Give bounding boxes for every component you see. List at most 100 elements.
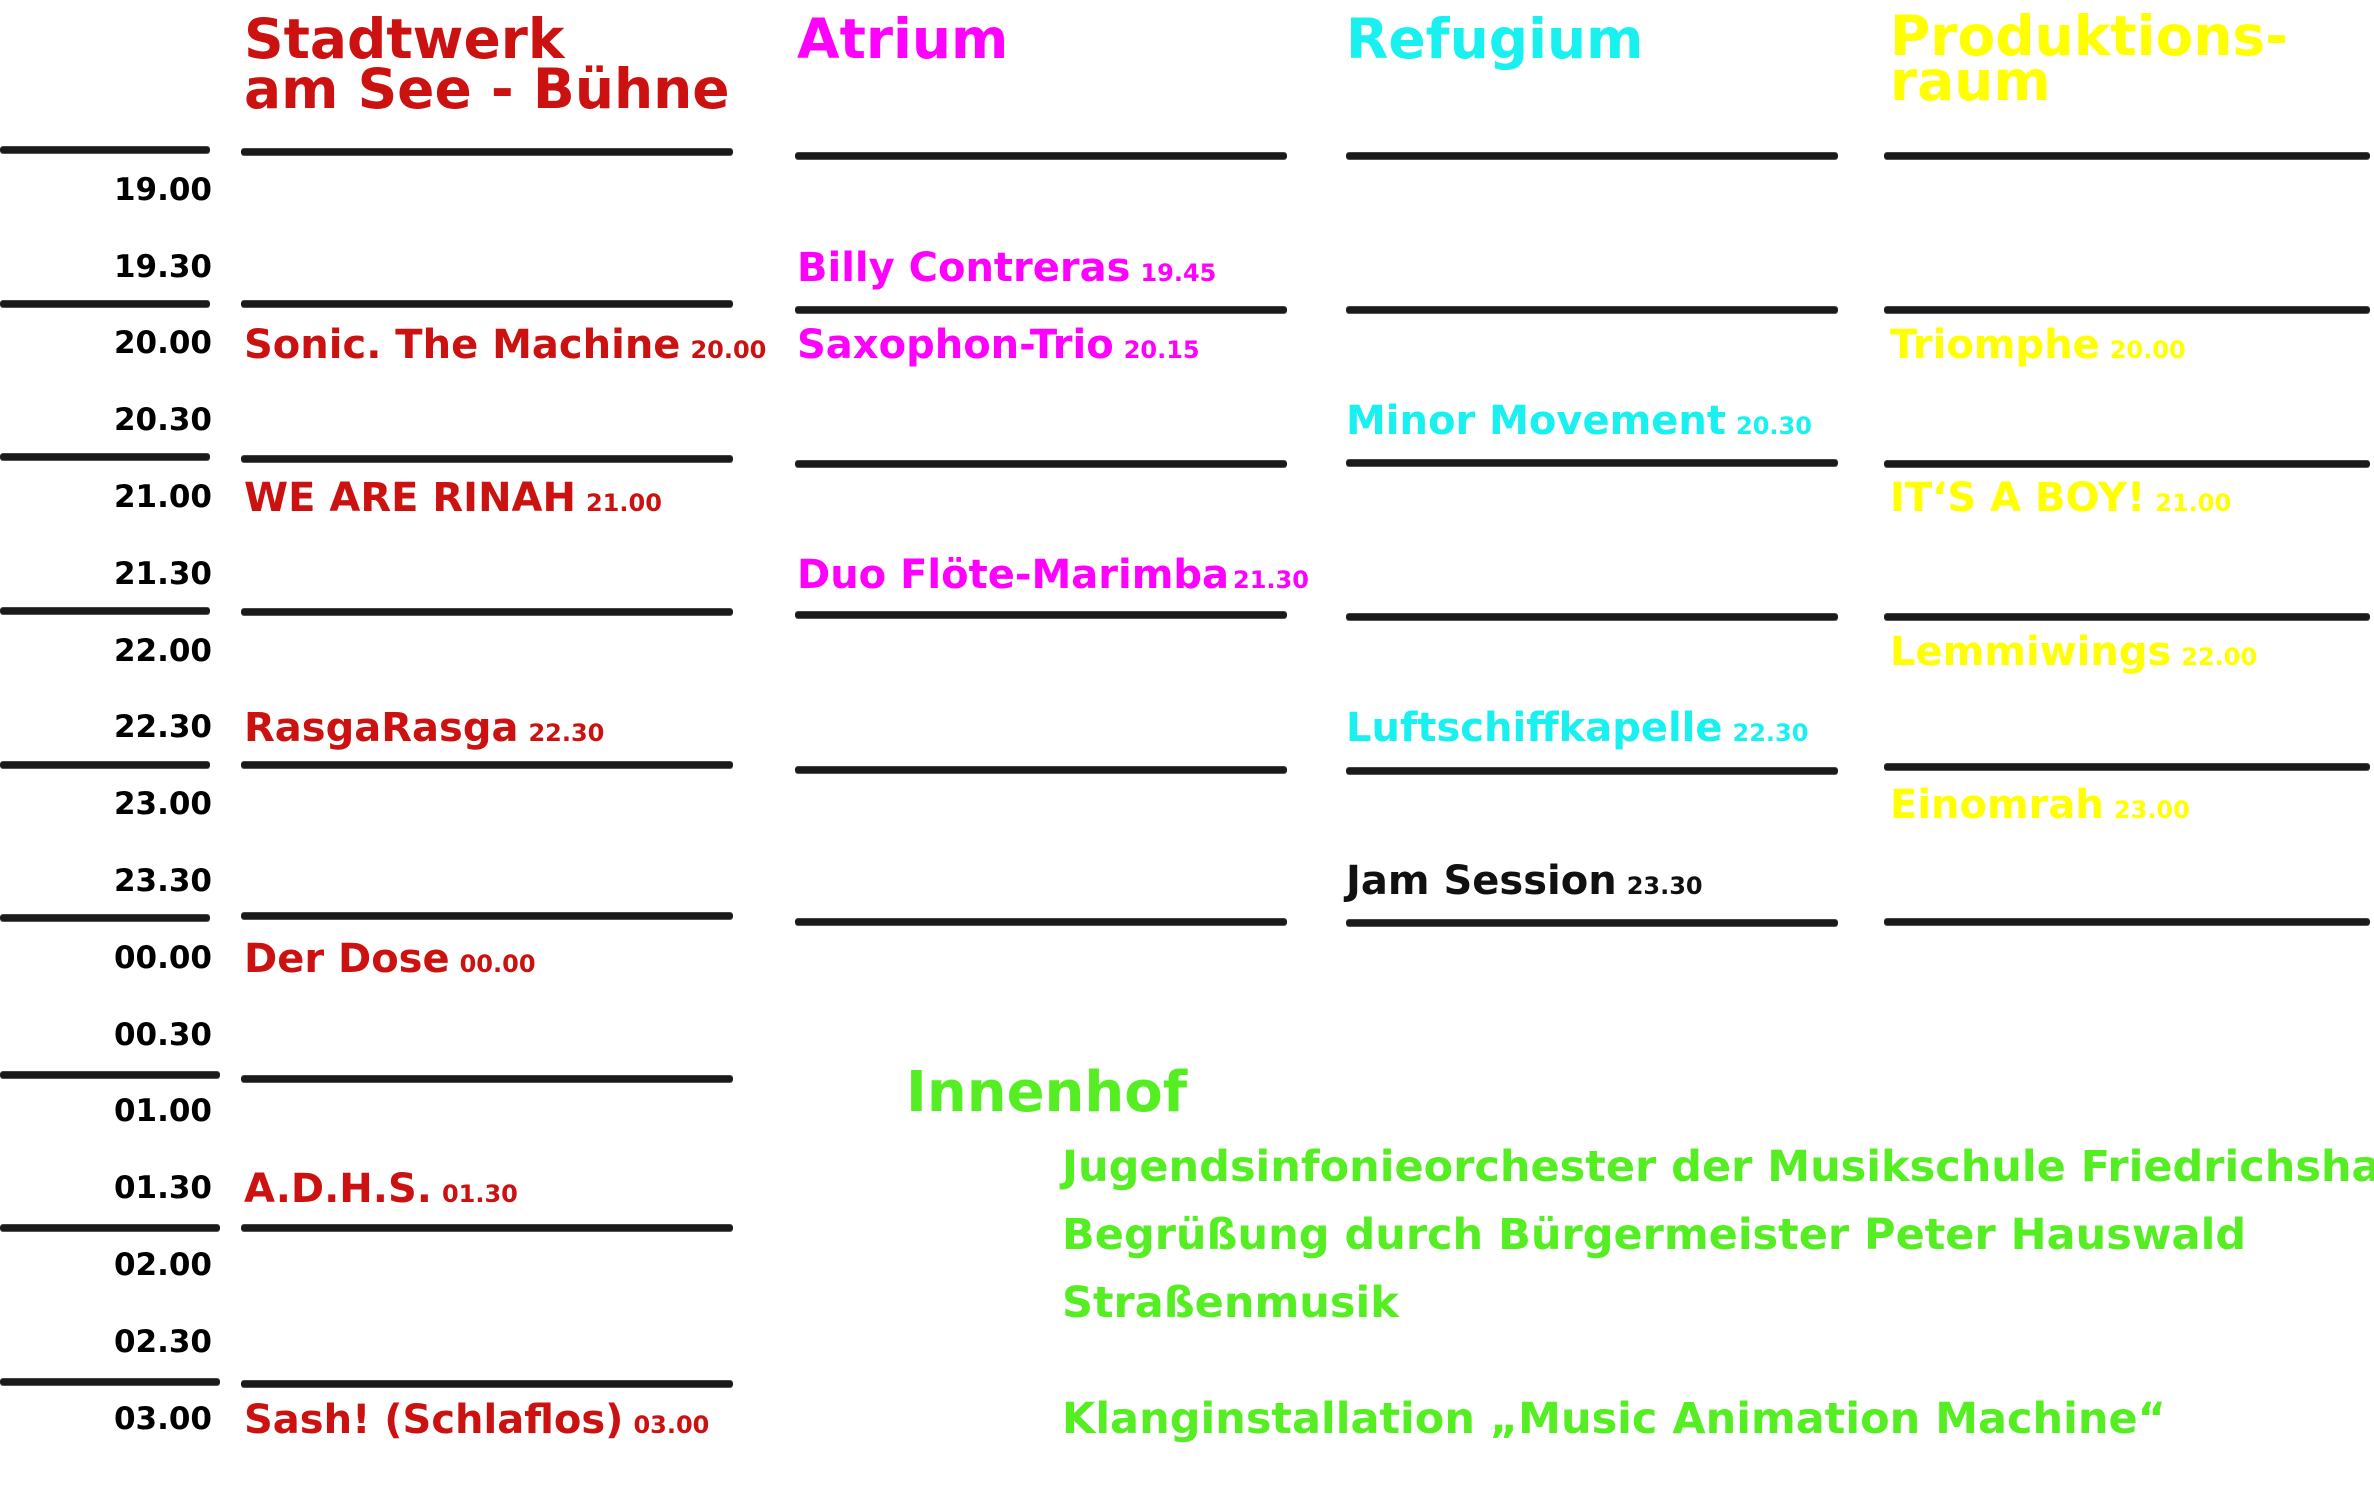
rule [795,461,1287,467]
act-entry: Minor Movement 20.30 [1346,398,1812,444]
act-time: 23.30 [1626,872,1703,900]
innenhof-item: Klanginstallation „Music Animation Machi… [1062,1394,2166,1444]
act-entry: A.D.H.S. 01.30 [244,1166,518,1212]
rule [0,915,210,921]
act-name: Triomphe [1890,322,2100,368]
act-entry: Billy Contreras 19.45 [797,245,1216,291]
innenhof-item: Straßenmusik [1062,1278,1399,1328]
time-label: 23.00 [113,786,212,822]
act-entry: IT‘S A BOY! 21.00 [1890,475,2231,521]
act-name: Saxophon-Trio [797,322,1114,368]
act-entry: Der Dose 00.00 [244,936,536,982]
act-name: RasgaRasga [244,705,519,751]
rule [1346,460,1838,466]
time-label: 22.00 [113,633,212,669]
rule [795,612,1287,618]
act-time: 20.00 [2109,336,2186,364]
rule [1884,614,2370,620]
act-time: 20.30 [1736,412,1812,440]
rule [241,456,733,462]
act-name: Jam Session [1346,858,1617,904]
act-name: Der Dose [244,936,450,982]
innenhof-title: Innenhof [906,1060,1188,1125]
rule [0,147,210,153]
venue-header-refugium: Refugium [1346,7,1644,71]
act-entry: Triomphe 20.00 [1890,322,2186,368]
rule [0,1072,220,1078]
time-label: 02.00 [113,1247,212,1283]
act-time: 22.30 [1732,719,1809,747]
act-name: A.D.H.S. [244,1166,432,1212]
act-entry: Luftschiffkapelle 22.30 [1346,705,1808,751]
rule [241,1076,733,1082]
act-time: 03.00 [633,1411,710,1439]
rule [1346,768,1838,774]
rule [1884,307,2370,313]
innenhof-item: Begrüßung durch Bürgermeister Peter Haus… [1062,1210,2247,1260]
rule [1884,461,2370,467]
rule [1346,614,1838,620]
rule [241,913,733,919]
rule [1346,307,1838,313]
act-time: 20.00 [690,336,767,364]
rule [1884,919,2370,925]
time-label: 01.30 [113,1170,212,1206]
rule [241,609,733,615]
act-time: 21.00 [2155,489,2232,517]
act-entry: Lemmiwings 22.00 [1890,629,2257,675]
time-label: 01.00 [113,1093,212,1129]
act-time: 21.30 [1233,566,1309,594]
act-time: 00.00 [459,950,536,978]
act-entry: Jam Session 23.30 [1346,858,1703,904]
time-label: 21.30 [113,556,212,592]
act-entry: Sash! (Schlaflos) 03.00 [244,1397,709,1443]
act-name: Luftschiffkapelle [1346,705,1723,751]
act-entry: WE ARE RINAH 21.00 [244,475,662,521]
act-time: 21.00 [585,489,662,517]
rule [241,1381,733,1387]
time-label: 00.00 [113,940,212,976]
rule [241,301,733,307]
rule [795,919,1287,925]
act-entry: Duo Flöte-Marimba 21.30 [797,552,1309,598]
act-time: 22.00 [2181,643,2258,671]
rule [241,1225,733,1231]
act-name: Duo Flöte-Marimba [797,552,1229,598]
venue-header-produktion: Produktions- raum [1890,4,2288,113]
act-name: WE ARE RINAH [244,475,576,521]
act-time: 20.15 [1123,336,1200,364]
time-label: 22.30 [113,709,212,745]
innenhof-item: Jugendsinfonieorchester der Musikschule … [1062,1142,2374,1192]
act-name: Sonic. The Machine [244,322,681,368]
act-name: Sash! (Schlaflos) [244,1397,624,1443]
time-label: 23.30 [113,863,212,899]
rule [795,153,1287,159]
venue-header-atrium: Atrium [797,7,1009,71]
act-entry: Einomrah 23.00 [1890,782,2190,828]
venue-header-stadtwerk: Stadtwerk am See - Bühne [244,7,730,121]
rule [1346,153,1838,159]
time-label: 19.00 [113,172,212,208]
time-label: 19.30 [113,249,212,285]
act-time: 01.30 [441,1180,518,1208]
act-name: IT‘S A BOY! [1890,475,2146,521]
act-name: Lemmiwings [1890,629,2172,675]
time-label: 21.00 [113,479,212,515]
rule [1346,920,1838,926]
time-label: 20.30 [113,402,212,438]
rule [1884,153,2370,159]
rule [241,149,733,155]
act-time: 22.30 [528,719,605,747]
act-time: 23.00 [2113,796,2190,824]
act-entry: Sonic. The Machine 20.00 [244,322,766,368]
rule [0,762,210,768]
rule [0,608,210,614]
rule [0,454,210,460]
rule [0,1379,220,1385]
rule [241,762,733,768]
act-entry: Saxophon-Trio 20.15 [797,322,1200,368]
act-name: Billy Contreras [797,245,1131,291]
time-label: 03.00 [113,1401,212,1437]
act-time: 19.45 [1140,259,1217,287]
time-label: 00.30 [113,1017,212,1053]
